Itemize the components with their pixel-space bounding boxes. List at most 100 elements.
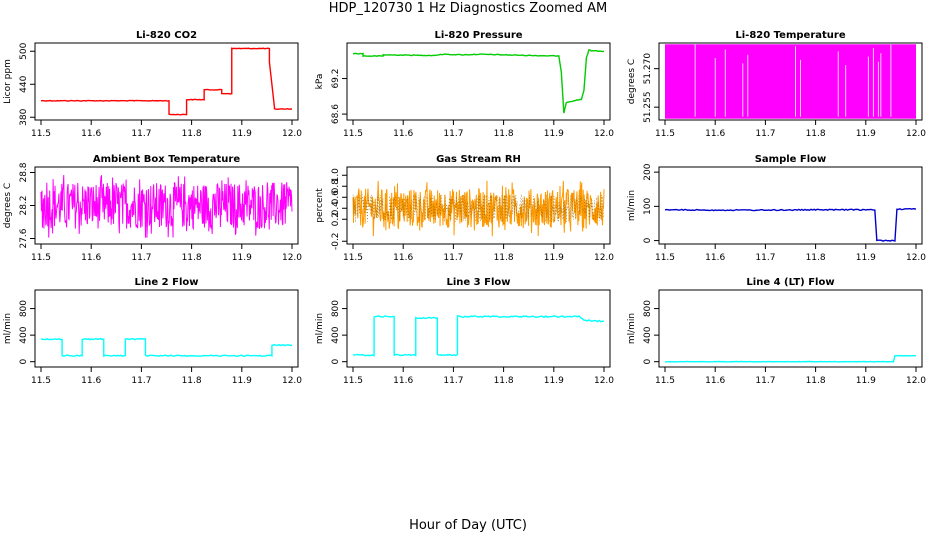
x-tick-label: 11.9 (544, 129, 564, 139)
panel-title: Ambient Box Temperature (93, 154, 240, 165)
y-tick-label: 0.8 (331, 179, 341, 194)
x-tick-label: 12.0 (906, 253, 926, 263)
series-line (40, 337, 293, 358)
x-tick-label: 11.5 (655, 129, 675, 139)
x-tick-label: 11.7 (443, 376, 463, 386)
x-tick-label: 11.5 (31, 129, 51, 139)
plot-frame (346, 289, 611, 368)
x-tick-label: 11.7 (443, 253, 463, 263)
panel-title: Line 4 (LT) Flow (746, 277, 834, 288)
x-tick-label: 11.7 (755, 376, 775, 386)
chart-panel-8: Line 3 Flow ml/min 11.5 11.6 11.7 11.8 11.9 12.… (315, 277, 614, 386)
x-tick-label: 11.5 (31, 253, 51, 263)
x-tick-label: 11.5 (655, 253, 675, 263)
y-tick-label: 400 (331, 326, 341, 343)
y-tick-label: 51.255 (643, 91, 653, 123)
x-tick-label: 11.8 (182, 253, 202, 263)
data-area (40, 174, 293, 238)
chart-panel-2: Li-820 Pressure kPa 11.5 11.6 11.7 11.8 11.9 12… (315, 30, 614, 139)
y-tick-label: 500 (19, 42, 29, 59)
x-tick-label: 11.7 (131, 129, 151, 139)
x-tick-label: 11.8 (494, 129, 514, 139)
chart-panel-5: Gas Stream RH percent 11.5 11.6 11.7 11.8 11.9… (315, 154, 614, 263)
y-tick-label: 0.2 (331, 212, 341, 226)
series-band (665, 44, 916, 119)
y-axis-label: ml/min (315, 313, 325, 344)
x-tick-label: 12.0 (282, 129, 302, 139)
y-tick-label: 0.4 (331, 201, 341, 216)
y-tick-label: 800 (331, 300, 341, 317)
data-area (665, 44, 916, 119)
x-tick-label: 12.0 (906, 376, 926, 386)
data-area (352, 48, 605, 114)
x-tick-label: 11.7 (755, 253, 775, 263)
panel-title: Li-820 CO2 (136, 30, 197, 41)
figure-title: HDP_120730 1 Hz Diagnostics Zoomed AM (328, 1, 608, 16)
y-tick-label: 68.6 (331, 104, 341, 124)
plot-frame (658, 289, 923, 368)
x-tick-label: 11.9 (856, 129, 876, 139)
x-tick-label: 12.0 (906, 129, 926, 139)
x-tick-label: 12.0 (594, 129, 614, 139)
y-tick-label: 27.6 (19, 228, 29, 248)
x-tick-label: 12.0 (282, 253, 302, 263)
y-tick-label: 100 (643, 197, 653, 214)
chart-panel-4: Ambient Box Temperature degrees C 11.5 11.6… (3, 154, 302, 263)
chart-panel-9: Line 4 (LT) Flow ml/min 11.5 11.6 11.7 11.8 11… (627, 277, 926, 386)
data-area (664, 354, 917, 363)
x-tick-label: 11.6 (705, 376, 725, 386)
shared-x-axis-label: Hour of Day (UTC) (409, 518, 527, 533)
y-tick-label: 51.270 (643, 53, 653, 85)
data-area (352, 180, 605, 237)
y-axis-label: degrees C (3, 183, 13, 228)
y-tick-label: 1.0 (331, 168, 341, 183)
y-tick-label: 400 (19, 326, 29, 343)
plot-frame (658, 166, 923, 245)
x-tick-label: 11.5 (343, 253, 363, 263)
y-axis-label: percent (315, 188, 325, 223)
x-tick-label: 11.6 (393, 253, 413, 263)
data-area (40, 47, 293, 116)
y-tick-label: 800 (643, 300, 653, 317)
panel-title: Li-820 Pressure (434, 30, 522, 41)
x-tick-label: 11.7 (131, 376, 151, 386)
data-area (40, 337, 293, 358)
x-tick-label: 11.6 (393, 376, 413, 386)
y-tick-label: 400 (643, 326, 653, 343)
plot-frame (34, 42, 299, 121)
y-tick-label: 28.8 (19, 162, 29, 182)
x-tick-label: 11.8 (806, 253, 826, 263)
series-line-dots (352, 194, 605, 223)
x-tick-label: 11.6 (81, 253, 101, 263)
y-tick-label: 0 (643, 359, 653, 365)
data-area (352, 314, 605, 357)
series-line (352, 48, 605, 114)
chart-panel-3: Li-820 Temperature degrees C 11.5 11.6 11.7 1… (627, 30, 926, 139)
x-tick-label: 11.7 (131, 253, 151, 263)
series-line (664, 207, 917, 242)
plot-frame (658, 42, 923, 121)
y-tick-label: 0.6 (331, 190, 341, 205)
x-tick-label: 11.9 (856, 253, 876, 263)
series-line (40, 47, 293, 116)
x-tick-label: 11.8 (494, 253, 514, 263)
y-tick-label: 440 (19, 75, 29, 92)
y-axis-label: Licor ppm (3, 59, 13, 104)
x-tick-label: 11.9 (232, 376, 252, 386)
x-tick-label: 11.5 (343, 376, 363, 386)
x-tick-label: 11.8 (494, 376, 514, 386)
x-tick-label: 11.7 (755, 129, 775, 139)
panel-title: Sample Flow (755, 154, 827, 165)
series-line (352, 314, 605, 357)
plot-frame (346, 166, 611, 245)
x-tick-label: 11.6 (705, 253, 725, 263)
data-area (664, 207, 917, 242)
y-axis-label: ml/min (3, 313, 13, 344)
x-tick-label: 11.9 (856, 376, 876, 386)
x-tick-label: 11.8 (806, 129, 826, 139)
y-tick-label: 0 (643, 237, 653, 243)
y-tick-label: 69.2 (331, 69, 341, 89)
x-tick-label: 11.6 (393, 129, 413, 139)
x-tick-label: 11.9 (232, 253, 252, 263)
series-line (40, 174, 293, 238)
